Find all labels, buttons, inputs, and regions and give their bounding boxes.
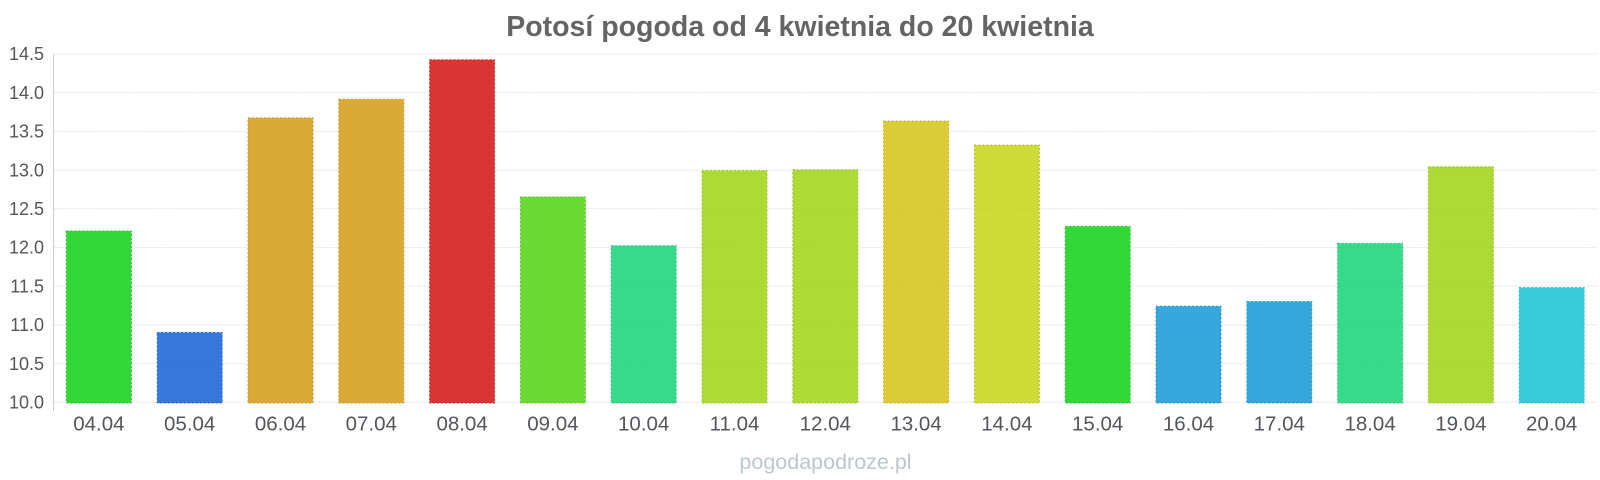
svg-text:13.04: 13.04 <box>890 413 941 436</box>
svg-text:19.04: 19.04 <box>1435 413 1486 436</box>
svg-text:13.0: 13.0 <box>9 160 44 180</box>
svg-text:06.04: 06.04 <box>255 413 306 436</box>
svg-text:07.04: 07.04 <box>346 413 397 436</box>
svg-text:20.04: 20.04 <box>1526 413 1577 436</box>
svg-text:04.04: 04.04 <box>73 413 124 436</box>
svg-text:12.04: 12.04 <box>800 413 851 436</box>
svg-text:14.0: 14.0 <box>9 83 44 103</box>
svg-text:18.04: 18.04 <box>1344 413 1395 436</box>
svg-text:12.5: 12.5 <box>9 199 44 219</box>
svg-text:10.04: 10.04 <box>618 413 669 436</box>
svg-text:11.0: 11.0 <box>10 315 44 335</box>
svg-text:14.5: 14.5 <box>9 44 44 64</box>
svg-text:10.5: 10.5 <box>9 354 44 374</box>
svg-text:08.04: 08.04 <box>436 413 487 436</box>
svg-text:11.5: 11.5 <box>10 276 44 296</box>
svg-text:05.04: 05.04 <box>164 413 215 436</box>
svg-text:10.0: 10.0 <box>9 393 44 413</box>
svg-text:14.04: 14.04 <box>981 413 1032 436</box>
svg-text:11.04: 11.04 <box>710 413 760 436</box>
svg-text:16.04: 16.04 <box>1163 413 1214 436</box>
svg-text:09.04: 09.04 <box>527 413 578 436</box>
svg-text:pogodapodroze.pl: pogodapodroze.pl <box>739 450 911 474</box>
svg-text:13.5: 13.5 <box>9 122 44 142</box>
svg-text:17.04: 17.04 <box>1254 413 1305 436</box>
svg-text:Potosí pogoda od 4 kwietnia do: Potosí pogoda od 4 kwietnia do 20 kwietn… <box>506 11 1095 43</box>
svg-text:15.04: 15.04 <box>1072 413 1123 436</box>
svg-text:12.0: 12.0 <box>9 238 44 258</box>
